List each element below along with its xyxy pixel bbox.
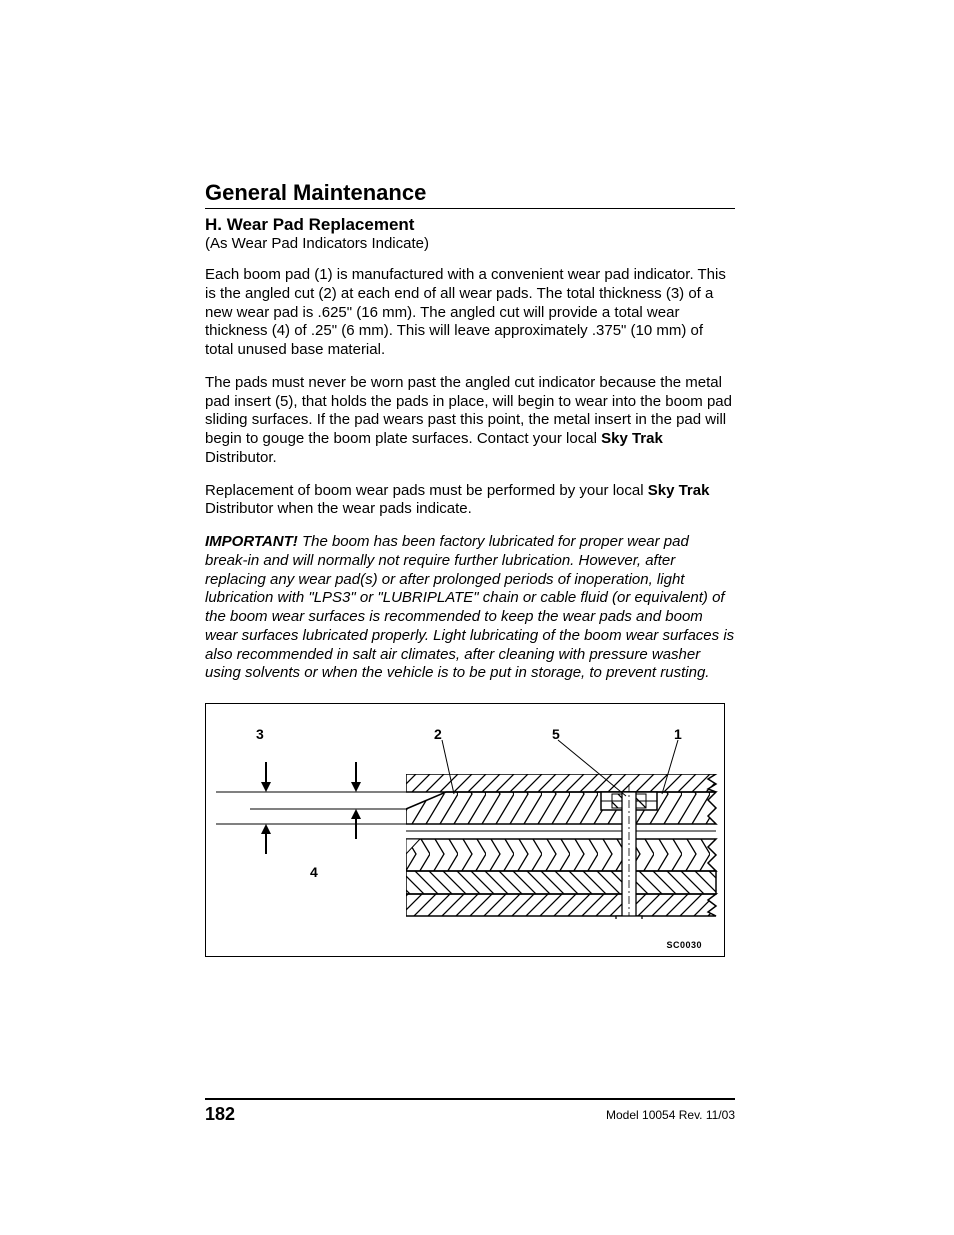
section-heading: H. Wear Pad Replacement xyxy=(205,215,735,235)
figure-box: 3 2 5 1 4 SC0030 xyxy=(205,703,725,957)
footer-model-rev: Model 10054 Rev. 11/03 xyxy=(606,1108,735,1122)
callout-5: 5 xyxy=(552,726,560,742)
important-note: IMPORTANT! The boom has been factory lub… xyxy=(205,533,735,683)
section-letter: H. xyxy=(205,215,222,234)
page-number: 182 xyxy=(205,1104,235,1125)
paragraph-3-bold: Sky Trak xyxy=(648,482,710,499)
section-title: Wear Pad Replacement xyxy=(227,215,415,234)
important-body: The boom has been factory lubricated for… xyxy=(205,533,734,681)
paragraph-1: Each boom pad (1) is manufactured with a… xyxy=(205,266,735,360)
section-subnote: (As Wear Pad Indicators Indicate) xyxy=(205,235,735,252)
paragraph-2: The pads must never be worn past the ang… xyxy=(205,374,735,468)
figure-svg xyxy=(206,704,724,956)
callout-1: 1 xyxy=(674,726,682,742)
page-title: General Maintenance xyxy=(205,180,735,206)
title-rule xyxy=(205,208,735,209)
paragraph-3: Replacement of boom wear pads must be pe… xyxy=(205,482,735,520)
figure-code: SC0030 xyxy=(666,940,702,950)
important-lead: IMPORTANT! xyxy=(205,533,298,550)
callout-4: 4 xyxy=(310,864,318,880)
content-area: General Maintenance H. Wear Pad Replacem… xyxy=(205,180,735,957)
callout-2: 2 xyxy=(434,726,442,742)
callout-3: 3 xyxy=(256,726,264,742)
footer-rule xyxy=(205,1098,735,1100)
paragraph-3a: Replacement of boom wear pads must be pe… xyxy=(205,482,648,499)
paragraph-2-bold: Sky Trak xyxy=(601,430,663,447)
paragraph-3b: Distributor when the wear pads indicate. xyxy=(205,500,472,517)
paragraph-2b: Distributor. xyxy=(205,449,277,466)
